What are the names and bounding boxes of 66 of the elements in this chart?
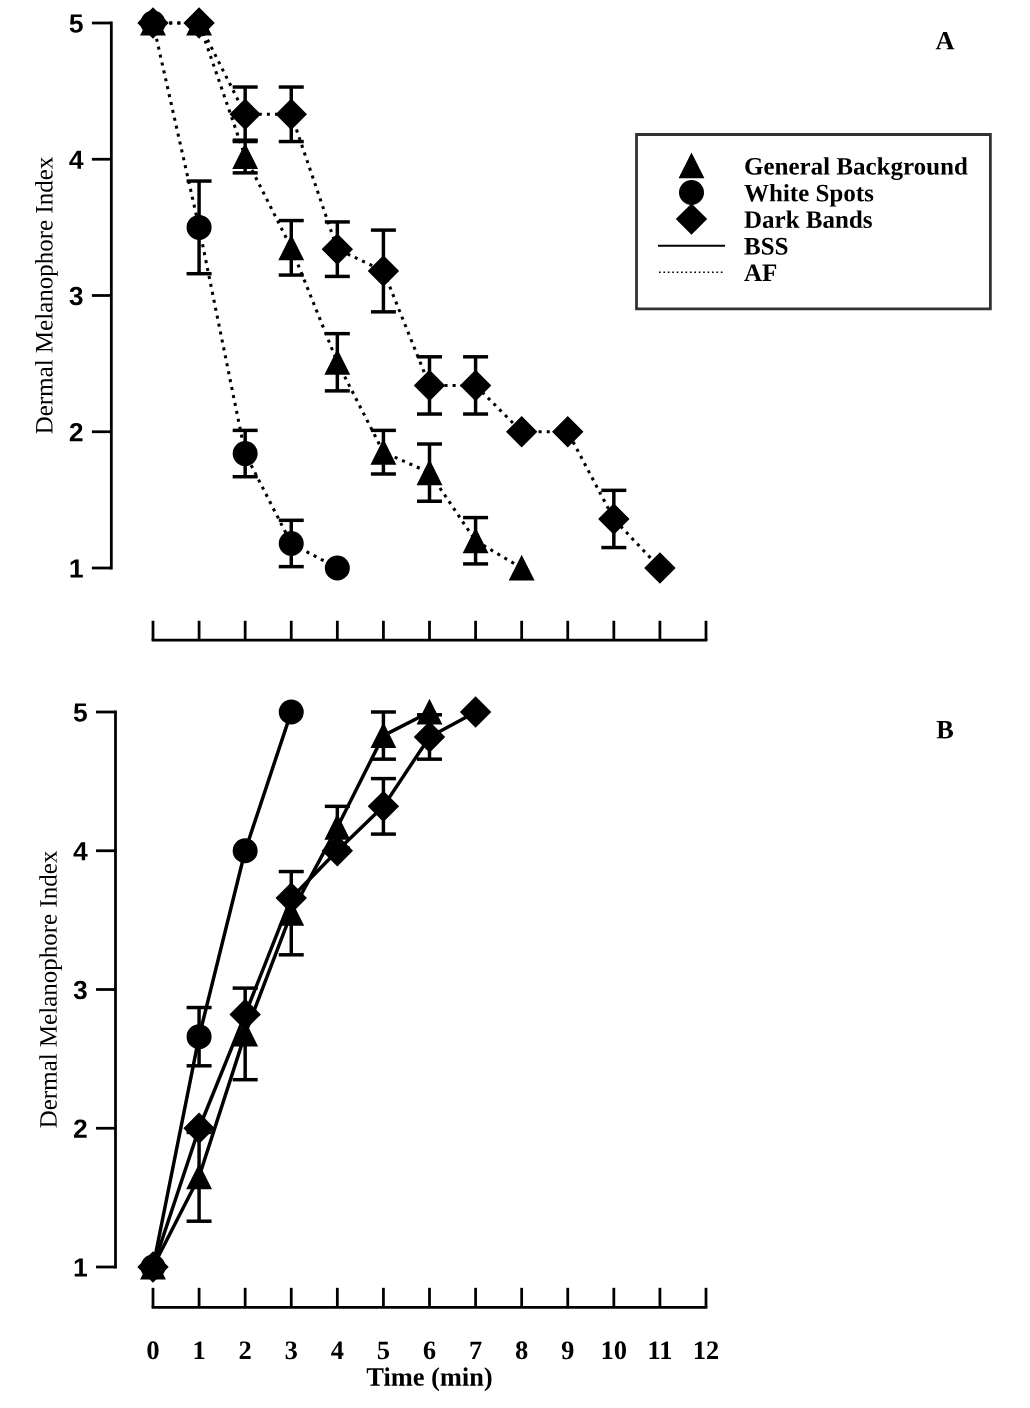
point bbox=[278, 699, 304, 725]
point bbox=[232, 838, 258, 864]
x-tick-label: 0 bbox=[147, 1341, 159, 1360]
point bbox=[598, 503, 630, 535]
y-tick-label: 4 bbox=[69, 150, 84, 169]
x-tick-label: 11 bbox=[649, 1341, 672, 1359]
y-tick-label: 5 bbox=[69, 14, 83, 33]
y-axis-title: Dermal Melanophore Index bbox=[39, 850, 62, 1128]
x-tick-label: 2 bbox=[239, 1341, 251, 1359]
point bbox=[324, 349, 350, 375]
x-tick-label: 7 bbox=[470, 1341, 482, 1359]
point bbox=[506, 416, 538, 448]
y-tick-label: 3 bbox=[73, 980, 87, 1000]
y-tick-label: 1 bbox=[74, 1258, 87, 1277]
x-tick-label: 1 bbox=[194, 1341, 205, 1359]
y-tick-label: 1 bbox=[70, 559, 83, 578]
x-tick-label: 9 bbox=[561, 1341, 574, 1360]
y-tick-label: 3 bbox=[69, 286, 83, 306]
x-axis-title: Time (min) bbox=[366, 1367, 492, 1392]
point bbox=[370, 723, 396, 749]
legend-label: AF bbox=[744, 264, 777, 281]
y-axis-title: Dermal Melanophore Index bbox=[35, 156, 58, 434]
point bbox=[460, 696, 492, 728]
legend-label: Dark Bands bbox=[744, 210, 872, 229]
legend-label: White Spots bbox=[744, 183, 874, 207]
point bbox=[414, 369, 445, 401]
point bbox=[416, 699, 443, 725]
point bbox=[324, 814, 350, 840]
point bbox=[370, 439, 396, 465]
point bbox=[232, 144, 258, 170]
point bbox=[229, 98, 261, 130]
y-tick-label: 4 bbox=[73, 842, 88, 861]
point bbox=[229, 999, 261, 1030]
point bbox=[416, 460, 443, 486]
x-tick-label: 12 bbox=[694, 1341, 719, 1359]
x-tick-label: 3 bbox=[285, 1341, 297, 1360]
point bbox=[463, 528, 489, 554]
point bbox=[324, 555, 350, 581]
point bbox=[186, 1164, 212, 1190]
point bbox=[552, 416, 584, 448]
x-tick-label: 5 bbox=[377, 1341, 390, 1360]
y-tick-label: 2 bbox=[73, 1119, 87, 1138]
y-tick-label: 2 bbox=[69, 422, 83, 442]
point bbox=[367, 255, 399, 287]
x-tick-label: 4 bbox=[331, 1341, 344, 1359]
legend-label: BSS bbox=[744, 237, 788, 255]
point bbox=[275, 98, 307, 130]
point bbox=[232, 441, 258, 467]
point bbox=[321, 233, 353, 265]
point bbox=[367, 790, 399, 822]
text: B bbox=[936, 721, 954, 739]
point bbox=[460, 369, 492, 401]
point bbox=[183, 1112, 215, 1144]
point bbox=[186, 1024, 212, 1050]
point bbox=[414, 721, 445, 753]
legend-label: General Background bbox=[745, 157, 968, 181]
x-tick-label: 10 bbox=[602, 1341, 627, 1360]
text: A bbox=[935, 31, 955, 50]
point bbox=[509, 555, 535, 581]
x-tick-label: 6 bbox=[423, 1341, 436, 1360]
point bbox=[644, 552, 676, 584]
point bbox=[186, 214, 212, 240]
x-tick-label: 8 bbox=[515, 1341, 528, 1360]
y-tick-label: 5 bbox=[73, 703, 87, 722]
point bbox=[278, 235, 304, 261]
point bbox=[278, 530, 304, 556]
